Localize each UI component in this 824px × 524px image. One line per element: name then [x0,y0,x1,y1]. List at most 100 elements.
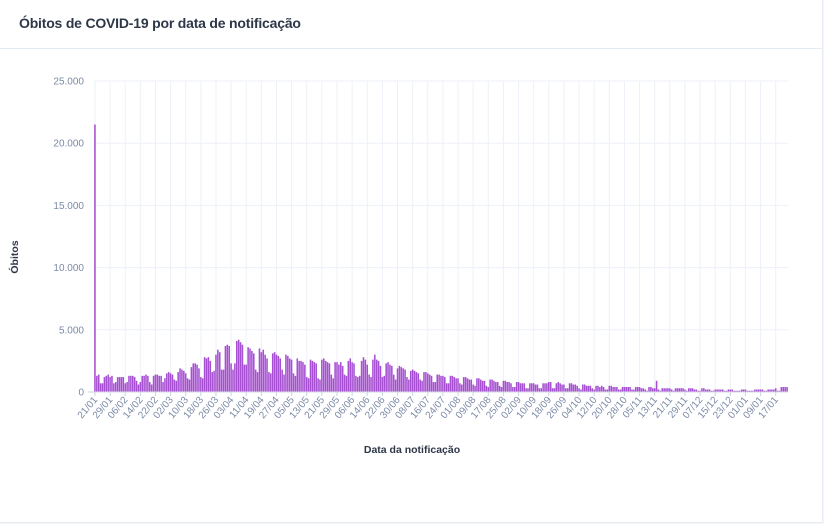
bar [739,390,741,392]
bar [169,373,172,392]
bar [689,388,692,392]
bar [375,359,378,392]
bar [638,387,641,392]
bar [742,389,745,392]
bar [574,384,577,392]
bar [557,382,560,392]
y-tick-label: 10.000 [53,263,84,274]
bar [661,388,664,392]
bar [341,365,344,392]
bar [423,372,425,392]
bar [116,377,119,392]
bar [253,353,255,392]
bar [737,390,739,392]
bar [283,374,285,392]
bar [774,388,777,392]
bar [669,388,671,392]
bar [290,359,293,392]
bar [542,383,544,392]
bar [241,344,244,392]
bar [566,388,569,392]
bar [559,383,561,392]
bar [404,369,406,392]
bar [232,369,234,392]
bar [731,389,733,392]
bar [725,390,728,392]
bar [716,389,718,392]
bar [366,364,369,392]
bar [428,374,431,392]
bar [332,378,334,392]
bar [657,389,660,392]
bar [360,360,363,392]
bar [703,388,705,392]
bar [296,358,299,392]
bar [780,387,783,392]
bar [167,372,170,392]
bar [582,384,584,392]
bar [279,358,282,392]
bar [179,368,181,392]
bar [693,389,696,392]
bar [347,360,350,392]
bar [413,370,416,392]
bar [472,384,474,392]
bar [235,340,238,392]
bar [400,367,403,392]
bar [130,375,132,392]
bar [599,387,601,392]
bar [513,387,516,392]
bar [251,350,253,392]
x-axis: 21/0129/0106/0214/0222/0202/0310/0318/03… [76,391,788,421]
bar [496,382,499,392]
bar [578,388,580,392]
bar [370,377,372,392]
bar [525,388,527,392]
bar [226,344,229,392]
bar [748,390,751,392]
bar [580,389,582,392]
bar [652,388,654,392]
bar [408,379,410,392]
bar [383,375,386,392]
bar [491,379,493,392]
bar [782,387,785,392]
bar [708,389,711,392]
bar [368,374,370,392]
bar [309,359,312,392]
bar [224,345,227,392]
bar [771,389,773,392]
bar [510,383,512,392]
bar [258,348,261,392]
bar [222,369,225,392]
bar [281,369,283,392]
bar [754,389,756,392]
bar [357,377,359,392]
bar [330,374,333,392]
bar [358,375,361,392]
bar [532,383,535,392]
bar [646,390,648,392]
bar [260,352,263,392]
bar [164,378,166,392]
bar [757,389,760,392]
bar [288,358,291,392]
bar [377,360,380,392]
bar [595,385,597,392]
bar [642,388,645,392]
bar [451,375,454,392]
bar [704,389,707,392]
bar [275,354,278,392]
bar [192,363,195,392]
bar [583,384,586,392]
bar [591,388,594,392]
bar [561,384,563,392]
bar [623,387,626,392]
bar [425,372,427,392]
bar [442,375,444,392]
bar [784,387,786,392]
bar [744,389,747,392]
bar [548,382,550,392]
